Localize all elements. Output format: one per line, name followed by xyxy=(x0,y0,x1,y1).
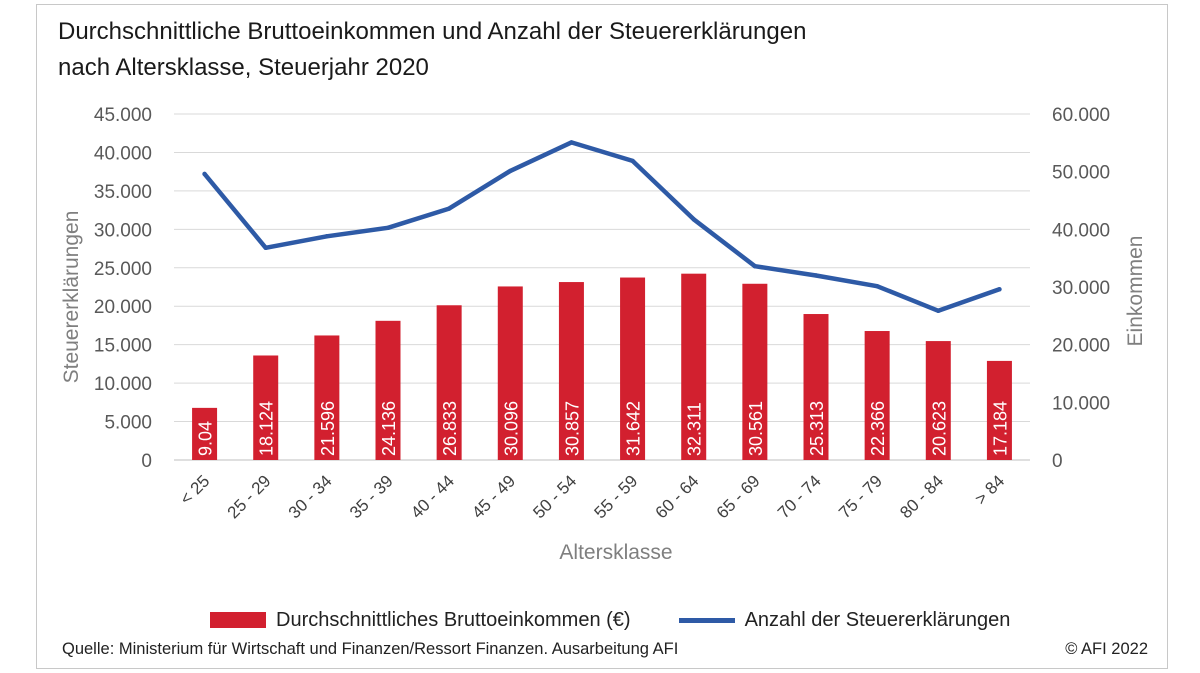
bar-data-label: 25.313 xyxy=(807,401,827,456)
line-point xyxy=(752,264,758,269)
x-tick-label: > 84 xyxy=(971,471,1008,508)
y-left-tick-label: 0 xyxy=(141,451,152,472)
bar-data-label: 30.561 xyxy=(746,401,766,456)
bar-data-label: 32.311 xyxy=(685,402,705,456)
combo-chart: 9.04 18.124 21.596 24.136 26.833 30.096 30.857… xyxy=(60,105,1147,564)
line-point xyxy=(202,171,207,177)
line-point xyxy=(936,308,941,314)
x-tick-label: 70 - 74 xyxy=(774,471,825,522)
x-tick-label: 55 - 59 xyxy=(591,471,642,522)
bar-data-label: 18.124 xyxy=(257,401,277,456)
bar-income xyxy=(803,314,829,460)
line-point xyxy=(874,284,880,289)
line-point xyxy=(691,217,696,222)
x-tick-label: 60 - 64 xyxy=(652,471,703,522)
chart-title-line1: Durchschnittliche Bruttoeinkommen und An… xyxy=(58,18,807,45)
x-tick-label: 65 - 69 xyxy=(713,471,764,522)
legend-label-income: Durchschnittliches Bruttoeinkommen (€) xyxy=(276,608,631,631)
bar-data-label: 31.642 xyxy=(624,401,644,456)
bar-income xyxy=(681,273,707,460)
y-left-tick-label: 5.000 xyxy=(104,413,152,434)
bar-income xyxy=(925,341,951,460)
y-right-tick-label: 0 xyxy=(1052,451,1063,472)
legend-label-returns: Anzahl der Steuererklärungen xyxy=(744,608,1011,631)
x-axis-title: Altersklasse xyxy=(559,541,672,564)
x-tick-label: 75 - 79 xyxy=(835,471,886,522)
bar-data-label: 22.366 xyxy=(868,401,888,456)
x-tick-label: 50 - 54 xyxy=(529,471,580,522)
line-point xyxy=(446,206,452,211)
y-left-tick-label: 30.000 xyxy=(94,220,152,241)
chart-title: Durchschnittliche Bruttoeinkommen und An… xyxy=(58,14,806,86)
y-left-tick-label: 35.000 xyxy=(94,182,152,203)
bar-data-label: 30.857 xyxy=(562,401,582,456)
bar-income xyxy=(986,360,1012,460)
line-point xyxy=(997,287,1002,292)
chart-title-line2: nach Altersklasse, Steuerjahr 2020 xyxy=(58,54,429,81)
bar-income xyxy=(497,286,523,460)
y-right-axis-title: Einkommen xyxy=(1124,236,1147,347)
x-tick-label: 35 - 39 xyxy=(346,471,397,522)
bar-income xyxy=(864,331,890,460)
legend-swatch-line xyxy=(678,617,735,623)
copyright-note: © AFI 2022 xyxy=(1065,640,1148,658)
bar-data-label: 26.833 xyxy=(440,401,460,456)
bar-data-label: 9.04 xyxy=(196,421,216,456)
legend-item-returns: Anzahl der Steuererklärungen xyxy=(678,608,1011,632)
source-note: Quelle: Ministerium für Wirtschaft und F… xyxy=(62,640,679,658)
line-point xyxy=(569,140,574,145)
line-point xyxy=(324,234,330,239)
bar-income xyxy=(620,277,646,460)
line-point xyxy=(813,273,819,278)
y-left-tick-label: 40.000 xyxy=(94,143,152,164)
x-tick-label: 30 - 34 xyxy=(285,471,336,522)
y-left-tick-label: 25.000 xyxy=(94,259,152,280)
bar-data-label: 17.184 xyxy=(990,401,1010,456)
bar-income xyxy=(558,282,584,460)
x-tick-label: 40 - 44 xyxy=(407,471,458,522)
x-tick-label: 45 - 49 xyxy=(468,471,519,522)
chart-frame xyxy=(36,4,1168,669)
y-right-tick-label: 60.000 xyxy=(1052,105,1110,126)
chart-legend: Durchschnittliches Bruttoeinkommen (€) A… xyxy=(210,605,1058,635)
bar-income xyxy=(375,320,401,460)
bar-income xyxy=(192,407,218,460)
bar-data-label: 30.096 xyxy=(501,401,521,456)
legend-swatch-bar xyxy=(210,612,266,628)
bar-income xyxy=(436,305,462,460)
y-left-tick-label: 15.000 xyxy=(94,336,152,357)
y-right-tick-label: 30.000 xyxy=(1052,278,1110,299)
line-point xyxy=(385,225,391,230)
bar-income xyxy=(742,283,768,460)
y-left-tick-label: 10.000 xyxy=(94,374,152,395)
x-tick-label: 25 - 29 xyxy=(224,471,275,522)
line-returns xyxy=(202,140,1002,314)
legend-item-income: Durchschnittliches Bruttoeinkommen (€) xyxy=(210,609,631,632)
bar-data-label: 21.596 xyxy=(318,401,338,456)
x-tick-label: 80 - 84 xyxy=(896,471,947,522)
line-point xyxy=(263,245,268,250)
x-tick-label: < 25 xyxy=(176,471,213,508)
line-point xyxy=(508,168,513,174)
bar-data-label: 24.136 xyxy=(379,401,399,456)
bar-data-label: 20.623 xyxy=(929,401,949,456)
y-right-tick-label: 50.000 xyxy=(1052,163,1110,184)
y-left-axis-title: Steuererklärungen xyxy=(60,211,83,384)
y-right-tick-label: 40.000 xyxy=(1052,220,1110,241)
bar-income xyxy=(314,335,340,460)
y-left-tick-label: 45.000 xyxy=(94,105,152,126)
y-right-tick-label: 20.000 xyxy=(1052,336,1110,357)
y-right-tick-label: 10.000 xyxy=(1052,393,1110,414)
line-point xyxy=(630,158,635,164)
bar-income xyxy=(253,355,279,460)
y-left-tick-label: 20.000 xyxy=(94,297,152,318)
